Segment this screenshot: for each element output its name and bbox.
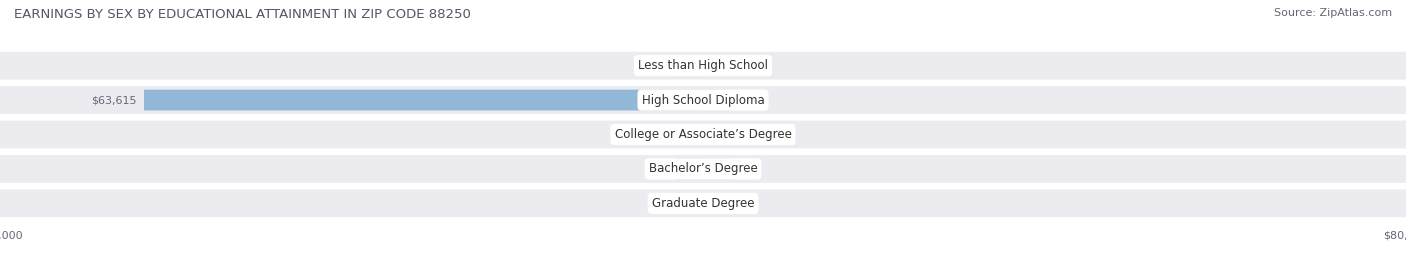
Text: $0: $0 [742,61,755,71]
Text: EARNINGS BY SEX BY EDUCATIONAL ATTAINMENT IN ZIP CODE 88250: EARNINGS BY SEX BY EDUCATIONAL ATTAINMEN… [14,8,471,21]
Text: College or Associate’s Degree: College or Associate’s Degree [614,128,792,141]
Text: $0: $0 [742,129,755,140]
Text: $0: $0 [742,198,755,208]
Text: $0: $0 [742,164,755,174]
Text: Source: ZipAtlas.com: Source: ZipAtlas.com [1274,8,1392,18]
Text: $0: $0 [651,61,665,71]
FancyBboxPatch shape [675,124,703,145]
Text: $63,615: $63,615 [91,95,136,105]
FancyBboxPatch shape [703,158,731,179]
Text: $0: $0 [651,129,665,140]
Text: Bachelor’s Degree: Bachelor’s Degree [648,162,758,175]
Text: High School Diploma: High School Diploma [641,94,765,107]
FancyBboxPatch shape [0,52,1406,80]
Text: $0: $0 [651,198,665,208]
FancyBboxPatch shape [675,193,703,214]
FancyBboxPatch shape [703,90,731,111]
FancyBboxPatch shape [675,55,703,76]
FancyBboxPatch shape [143,90,703,111]
Text: Less than High School: Less than High School [638,59,768,72]
FancyBboxPatch shape [0,121,1406,148]
Text: Graduate Degree: Graduate Degree [652,197,754,210]
FancyBboxPatch shape [0,86,1406,114]
FancyBboxPatch shape [675,158,703,179]
FancyBboxPatch shape [0,155,1406,183]
FancyBboxPatch shape [703,124,731,145]
FancyBboxPatch shape [703,193,731,214]
Text: $0: $0 [651,164,665,174]
FancyBboxPatch shape [0,189,1406,217]
Text: $0: $0 [742,95,755,105]
FancyBboxPatch shape [703,55,731,76]
